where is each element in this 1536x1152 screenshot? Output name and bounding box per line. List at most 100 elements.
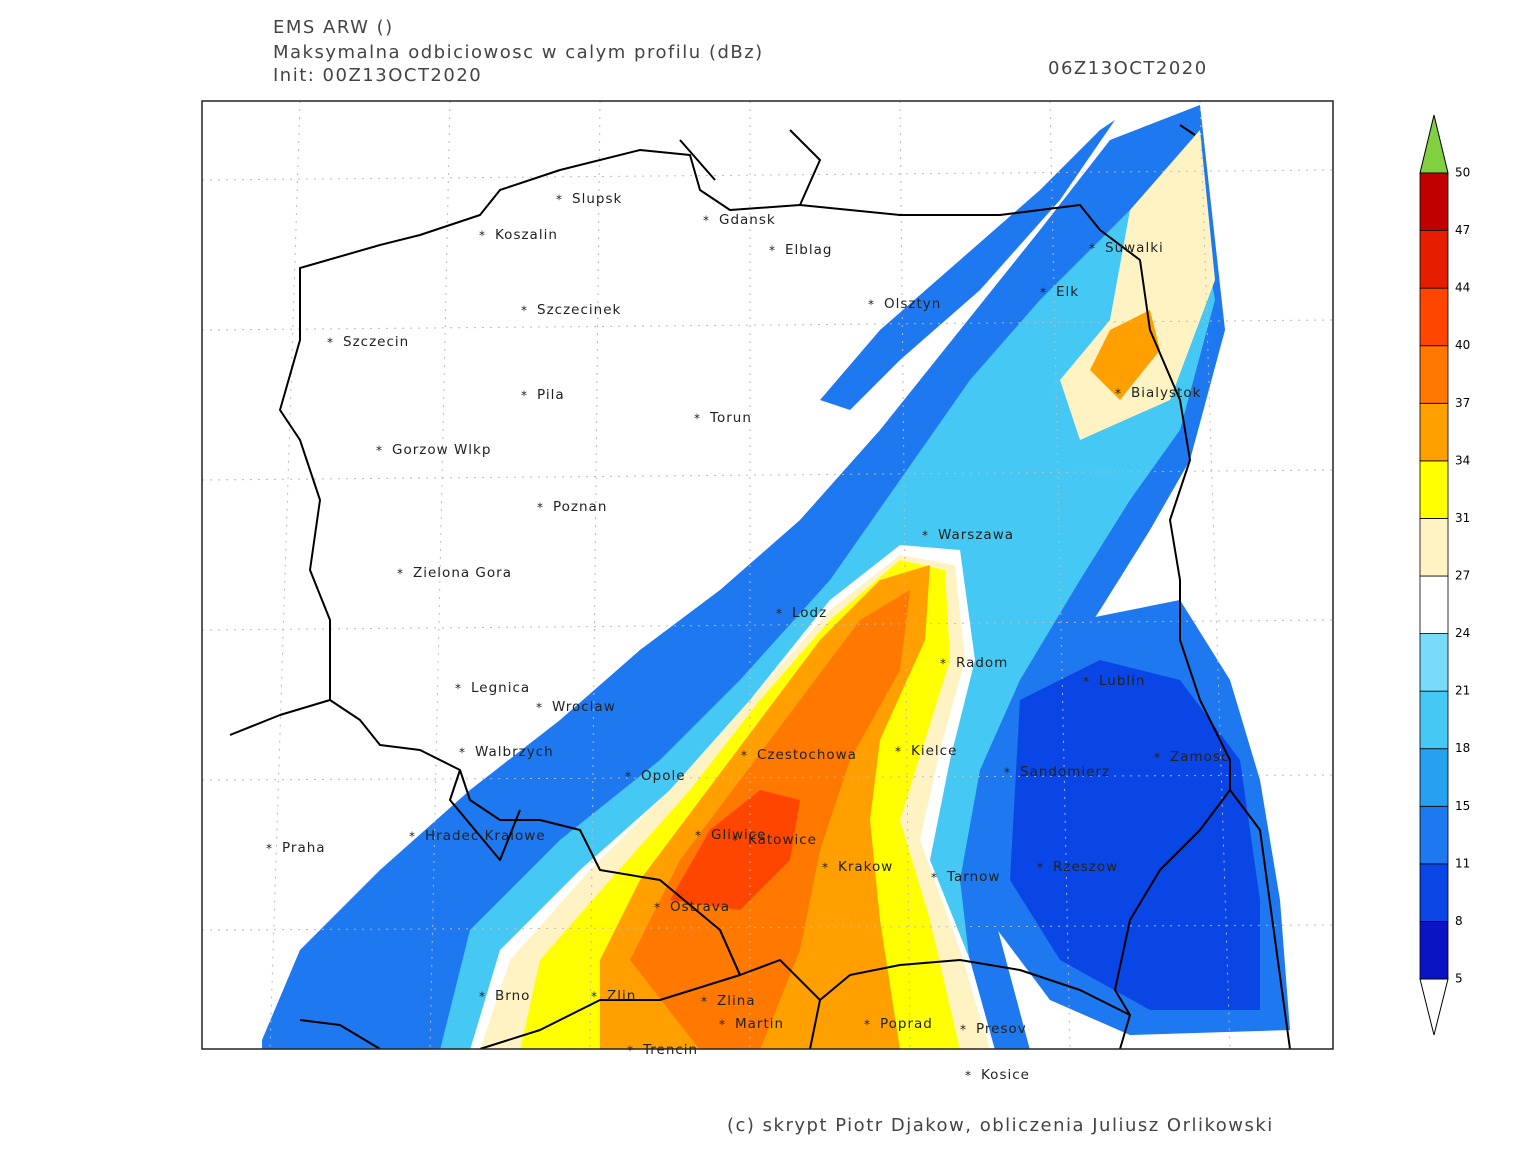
city-marker: * bbox=[741, 749, 747, 763]
colorbar-label: 5 bbox=[1455, 972, 1463, 986]
city-label: Praha bbox=[282, 840, 326, 856]
city-label: Tarnow bbox=[946, 869, 1000, 885]
colorbar-bin bbox=[1419, 172, 1449, 231]
city-label: Trencin bbox=[642, 1042, 698, 1058]
city-label: Brno bbox=[495, 988, 530, 1004]
colorbar-bin bbox=[1419, 690, 1449, 750]
colorbar-bin bbox=[1419, 287, 1449, 347]
city-label: Zamosc bbox=[1170, 749, 1229, 765]
city-marker: * bbox=[266, 842, 272, 856]
city-label: Pila bbox=[537, 387, 565, 403]
colorbar-label: 50 bbox=[1455, 166, 1470, 180]
colorbar-bin bbox=[1419, 921, 1449, 980]
city-label: Olsztyn bbox=[884, 296, 941, 312]
city-label: Poznan bbox=[553, 499, 607, 515]
city-marker: * bbox=[868, 298, 874, 312]
city-marker: * bbox=[1040, 286, 1046, 300]
city-marker: * bbox=[719, 1018, 725, 1032]
city-label: Martin bbox=[735, 1016, 784, 1032]
city-marker: * bbox=[960, 1023, 966, 1037]
city-label: Zlin bbox=[607, 988, 636, 1004]
city-marker: * bbox=[627, 1044, 633, 1058]
radar-field bbox=[262, 105, 1290, 1049]
city-label: Elblag bbox=[785, 242, 832, 258]
city-marker: * bbox=[895, 745, 901, 759]
city-label: Gdansk bbox=[719, 212, 776, 228]
colorbar-label: 15 bbox=[1455, 799, 1470, 813]
city-marker: * bbox=[1037, 861, 1043, 875]
city-label: Walbrzych bbox=[475, 744, 554, 760]
city-marker: * bbox=[732, 834, 738, 848]
colorbar-bin bbox=[1419, 230, 1449, 289]
city-label: Suwalki bbox=[1105, 240, 1164, 256]
colorbar-bin bbox=[1419, 748, 1449, 807]
city-label: Szczecinek bbox=[537, 302, 621, 318]
city-marker: * bbox=[521, 304, 527, 318]
city-label: Torun bbox=[709, 410, 752, 426]
colorbar-label: 44 bbox=[1455, 281, 1470, 295]
colorbar-label: 8 bbox=[1455, 914, 1463, 928]
city-label: Sandomierz bbox=[1020, 764, 1110, 780]
city-marker: * bbox=[409, 830, 415, 844]
city-label: Poprad bbox=[880, 1016, 933, 1032]
city-marker: * bbox=[769, 244, 775, 258]
city-marker: * bbox=[695, 829, 701, 843]
city-label: Ostrava bbox=[670, 899, 730, 915]
city-labels: * Slupsk * Gdansk * Koszalin * Elblag * Suwalki * E… bbox=[266, 191, 1229, 1083]
model-title: EMS ARW () bbox=[273, 17, 394, 38]
colorbar-label: 21 bbox=[1455, 684, 1470, 698]
city-marker: * bbox=[1115, 387, 1121, 401]
colorbar-label: 40 bbox=[1455, 338, 1470, 352]
city-label: Opole bbox=[641, 768, 686, 784]
city-label: Rzeszow bbox=[1053, 859, 1118, 875]
colorbar-label: 31 bbox=[1455, 511, 1470, 525]
city-marker: * bbox=[459, 746, 465, 760]
valid-time: 06Z13OCT2020 bbox=[1048, 58, 1208, 79]
city-marker: * bbox=[455, 682, 461, 696]
credit: (c) skrypt Piotr Djakow, obliczenia Juli… bbox=[727, 1115, 1274, 1136]
city-marker: * bbox=[556, 193, 562, 207]
colorbar-under bbox=[1419, 978, 1449, 1036]
city-marker: * bbox=[479, 990, 485, 1004]
city-label: Gorzow Wlkp bbox=[392, 442, 491, 458]
colorbar-label: 24 bbox=[1455, 626, 1470, 640]
field-title: Maksymalna odbiciowosc w calym profilu (… bbox=[273, 42, 764, 63]
city-marker: * bbox=[536, 701, 542, 715]
city-label: Slupsk bbox=[572, 191, 622, 207]
city-marker: * bbox=[1004, 766, 1010, 780]
city-label: Katowice bbox=[748, 832, 817, 848]
city-marker: * bbox=[521, 389, 527, 403]
map-frame bbox=[201, 100, 1334, 1050]
city-marker: * bbox=[397, 567, 403, 581]
city-marker: * bbox=[703, 214, 709, 228]
city-label: Zielona Gora bbox=[413, 565, 512, 581]
city-marker: * bbox=[591, 990, 597, 1004]
colorbar-bin bbox=[1419, 863, 1449, 922]
city-marker: * bbox=[654, 901, 660, 915]
city-marker: * bbox=[940, 657, 946, 671]
colorbar-label: 37 bbox=[1455, 396, 1470, 410]
colorbar-bin bbox=[1419, 518, 1449, 577]
colorbar-over bbox=[1419, 114, 1449, 174]
city-label: Legnica bbox=[471, 680, 530, 696]
colorbar-bin bbox=[1419, 575, 1449, 634]
colorbar-bin bbox=[1419, 345, 1449, 404]
city-marker: * bbox=[864, 1018, 870, 1032]
city-label: Hradec Kralowe bbox=[425, 828, 546, 844]
city-marker: * bbox=[776, 607, 782, 621]
city-label: Kielce bbox=[911, 743, 957, 759]
borders bbox=[229, 124, 1291, 1049]
city-label: Czestochowa bbox=[757, 747, 857, 763]
city-marker: * bbox=[931, 871, 937, 885]
colorbar-bin bbox=[1419, 460, 1449, 519]
city-marker: * bbox=[694, 412, 700, 426]
colorbar-label: 11 bbox=[1455, 856, 1470, 870]
city-marker: * bbox=[1083, 675, 1089, 689]
city-marker: * bbox=[376, 444, 382, 458]
colorbar-label: 47 bbox=[1455, 223, 1470, 237]
colorbar-bin bbox=[1419, 402, 1449, 462]
city-label: Zlina bbox=[717, 993, 756, 1009]
city-marker: * bbox=[327, 336, 333, 350]
city-label: Szczecin bbox=[343, 334, 409, 350]
